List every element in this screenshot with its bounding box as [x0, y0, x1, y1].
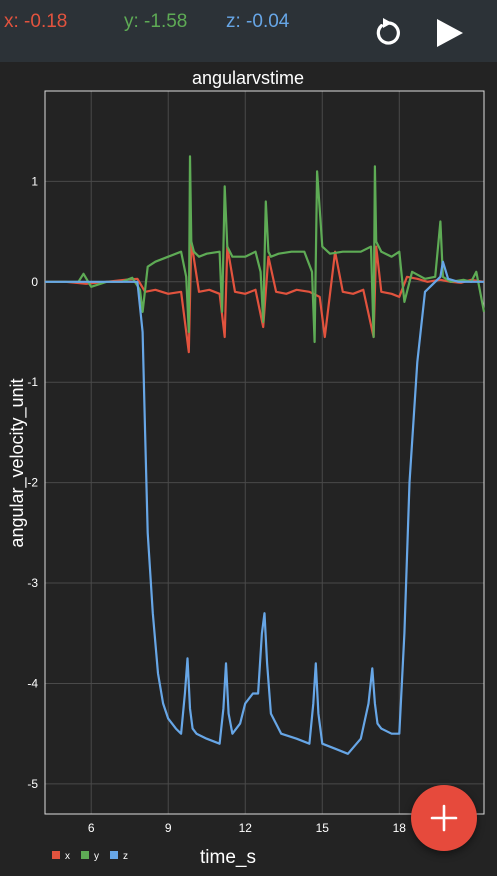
grid — [45, 91, 484, 814]
play-button[interactable] — [430, 15, 466, 51]
y-tick-label: -3 — [27, 576, 38, 590]
y-tick-label: 0 — [31, 275, 38, 289]
series-layer — [45, 155, 486, 755]
top-bar: x: -0.18 y: -1.58 z: -0.04 — [0, 0, 497, 62]
add-button[interactable] — [411, 785, 477, 851]
plot-frame — [44, 90, 485, 815]
x-tick-label: 9 — [165, 821, 172, 835]
tick-labels: 6 9 12 15 18 1 0 -1 -2 -3 -4 -5 — [27, 174, 406, 835]
legend-label-z: z — [123, 851, 128, 862]
y-tick-label: -2 — [27, 476, 38, 490]
reset-icon — [376, 18, 400, 45]
y-tick-label: -4 — [27, 676, 38, 690]
legend-swatch-x — [52, 851, 60, 859]
angular-velocity-chart: angularvstime 6 9 12 15 18 1 0 -1 -2 -3 -4 -5 time_… — [7, 68, 486, 868]
series-line-y — [45, 155, 486, 344]
series-line-z — [45, 260, 484, 755]
reset-button[interactable] — [370, 15, 406, 51]
legend-swatch-z — [110, 851, 118, 859]
chart-title: angularvstime — [192, 68, 304, 88]
y-readout: y: -1.58 — [124, 11, 188, 32]
x-tick-label: 18 — [393, 821, 407, 835]
y-tick-label: -5 — [27, 777, 38, 791]
chart-area: angularvstime 6 9 12 15 18 1 0 -1 -2 -3 -4 -5 time_… — [0, 62, 497, 876]
x-tick-label: 15 — [316, 821, 330, 835]
x-readout: x: -0.18 — [4, 11, 68, 32]
x-axis-label: time_s — [200, 847, 256, 868]
play-icon — [437, 19, 463, 47]
legend-label-y: y — [94, 851, 99, 862]
plus-icon — [430, 804, 458, 832]
x-tick-label: 6 — [88, 821, 95, 835]
z-readout: z: -0.04 — [226, 11, 290, 32]
x-tick-label: 12 — [239, 821, 253, 835]
y-axis-label: angular_velocity_unit — [7, 378, 28, 547]
y-tick-label: -1 — [27, 375, 38, 389]
series-line-x — [45, 240, 485, 354]
legend-swatch-y — [81, 851, 89, 859]
y-tick-label: 1 — [31, 174, 38, 188]
legend: x y z — [52, 851, 128, 862]
legend-label-x: x — [65, 851, 70, 862]
